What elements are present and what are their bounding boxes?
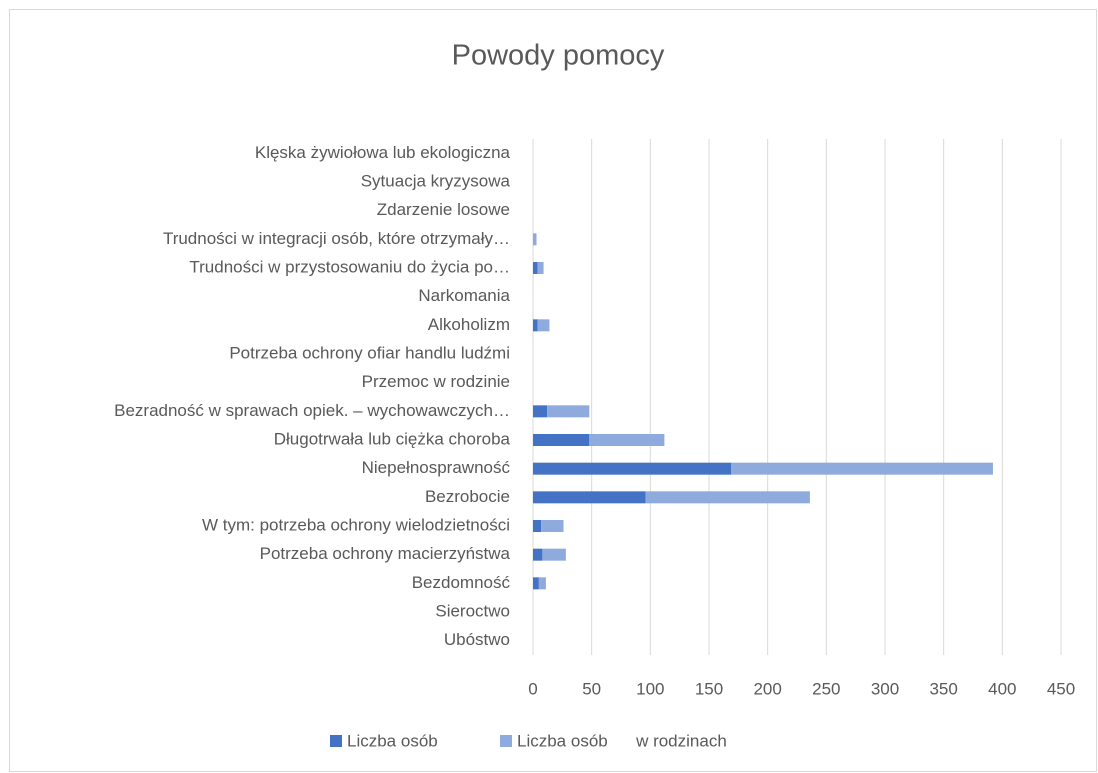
chart-title: Powody pomocy [452,40,665,72]
y-tick-label: Długotrwała lub ciężka choroba [274,429,511,448]
chart-border [9,9,1097,772]
bar [533,491,646,504]
y-tick-label: Potrzeba ochrony ofiar handlu ludźmi [229,343,510,362]
bar [533,462,732,475]
bar [645,491,810,504]
bar [731,462,993,475]
bar [589,434,665,446]
bar [547,405,590,418]
x-tick-label: 250 [812,679,840,698]
y-tick-label: Bezradność w sprawach opiek. – wychowawc… [114,401,510,420]
bar [533,405,548,418]
y-tick-label: Przemoc w rodzinie [362,372,510,391]
x-tick-label: 100 [636,679,664,698]
x-tick-label: 0 [528,679,537,698]
x-tick-label: 400 [988,679,1016,698]
y-tick-label: Potrzeba ochrony macierzyństwa [260,544,511,563]
bar [541,520,564,532]
y-tick-label: Ubóstwo [444,630,510,649]
y-tick-label: Zdarzenie losowe [377,200,510,219]
y-tick-label: Klęska żywiołowa lub ekologiczna [255,143,511,162]
x-tick-label: 350 [929,679,957,698]
y-tick-label: Alkoholizm [428,315,510,334]
bar [533,233,537,246]
bar [533,520,542,532]
bar [542,548,566,561]
bar [533,319,538,332]
bar [537,262,544,274]
bar [533,577,539,590]
y-tick-label: Trudności w integracji osób, które otrzy… [163,229,510,248]
y-tick-label: Bezdomność [412,573,511,592]
y-tick-label: Trudności w przystosowaniu do życia po… [189,257,510,276]
bar [538,577,546,590]
legend-label: Liczba osób w rodzinach [517,731,727,750]
legend-label: Liczba osób [347,731,438,750]
x-tick-label: 150 [695,679,723,698]
legend-swatch [500,735,512,747]
bar [533,548,543,561]
bar [537,319,550,332]
y-tick-label: Niepełnosprawność [362,458,511,477]
y-tick-label: Narkomania [418,286,510,305]
y-tick-label: Bezrobocie [425,487,510,506]
legend-swatch [330,735,342,747]
x-tick-label: 200 [753,679,781,698]
bar [533,262,538,274]
x-tick-label: 300 [871,679,899,698]
y-tick-label: Sytuacja kryzysowa [361,171,511,190]
y-tick-label: W tym: potrzeba ochrony wielodzietności [202,515,510,534]
x-tick-label: 50 [582,679,601,698]
y-tick-label: Sieroctwo [435,601,510,620]
x-tick-label: 450 [1047,679,1075,698]
bar [533,434,590,446]
